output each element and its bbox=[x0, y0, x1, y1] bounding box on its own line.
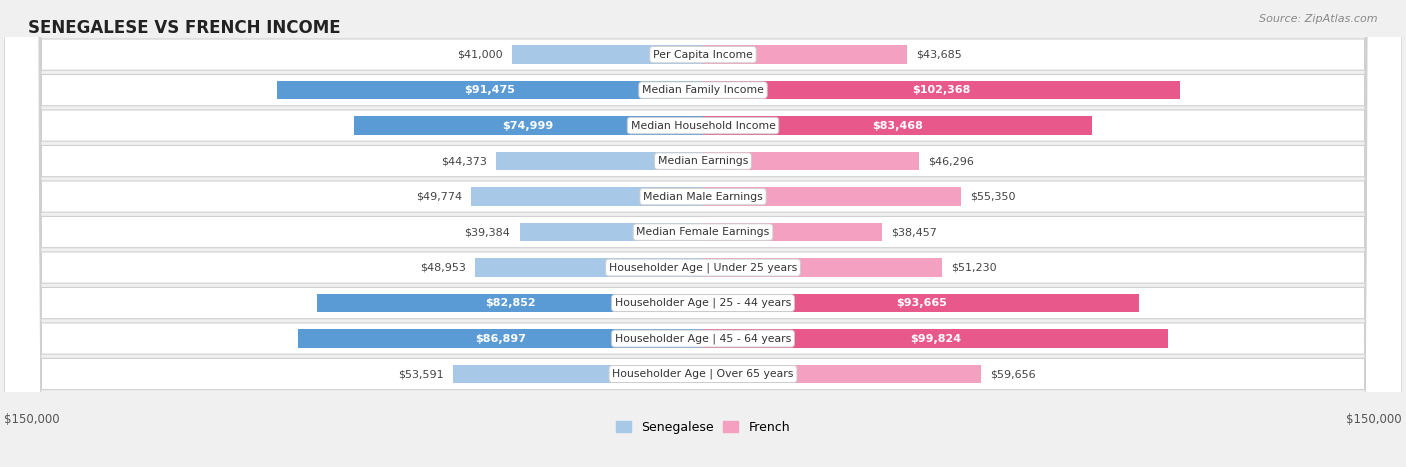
Legend: Senegalese, French: Senegalese, French bbox=[610, 416, 796, 439]
Text: Householder Age | 45 - 64 years: Householder Age | 45 - 64 years bbox=[614, 333, 792, 344]
FancyBboxPatch shape bbox=[4, 0, 1402, 467]
Bar bbox=[475, 258, 703, 277]
Text: $41,000: $41,000 bbox=[457, 50, 503, 60]
Text: Householder Age | Under 25 years: Householder Age | Under 25 years bbox=[609, 262, 797, 273]
Bar bbox=[512, 45, 703, 64]
Bar bbox=[703, 365, 981, 383]
FancyBboxPatch shape bbox=[4, 0, 1402, 467]
Text: $150,000: $150,000 bbox=[4, 413, 60, 426]
Text: $51,230: $51,230 bbox=[950, 262, 997, 273]
Bar bbox=[703, 329, 1168, 348]
Text: $150,000: $150,000 bbox=[1346, 413, 1402, 426]
Text: $102,368: $102,368 bbox=[912, 85, 970, 95]
Text: Per Capita Income: Per Capita Income bbox=[652, 50, 754, 60]
Text: $49,774: $49,774 bbox=[416, 191, 461, 202]
Text: $86,897: $86,897 bbox=[475, 333, 526, 344]
Bar bbox=[316, 294, 703, 312]
Bar bbox=[703, 258, 942, 277]
Bar bbox=[703, 81, 1180, 99]
Text: Median Earnings: Median Earnings bbox=[658, 156, 748, 166]
FancyBboxPatch shape bbox=[4, 0, 1402, 467]
Text: $53,591: $53,591 bbox=[398, 369, 444, 379]
Text: $46,296: $46,296 bbox=[928, 156, 974, 166]
Text: Householder Age | Over 65 years: Householder Age | Over 65 years bbox=[612, 369, 794, 379]
Text: Median Household Income: Median Household Income bbox=[630, 120, 776, 131]
Text: SENEGALESE VS FRENCH INCOME: SENEGALESE VS FRENCH INCOME bbox=[28, 19, 340, 37]
Bar bbox=[496, 152, 703, 170]
Bar bbox=[703, 223, 882, 241]
FancyBboxPatch shape bbox=[4, 0, 1402, 467]
Text: $74,999: $74,999 bbox=[503, 120, 554, 131]
FancyBboxPatch shape bbox=[4, 0, 1402, 467]
Text: Median Male Earnings: Median Male Earnings bbox=[643, 191, 763, 202]
FancyBboxPatch shape bbox=[4, 0, 1402, 467]
Bar bbox=[703, 187, 960, 206]
Text: $82,852: $82,852 bbox=[485, 298, 536, 308]
Text: $99,824: $99,824 bbox=[910, 333, 962, 344]
FancyBboxPatch shape bbox=[4, 0, 1402, 467]
Text: $44,373: $44,373 bbox=[441, 156, 486, 166]
Text: Median Family Income: Median Family Income bbox=[643, 85, 763, 95]
Text: $55,350: $55,350 bbox=[970, 191, 1015, 202]
Text: $83,468: $83,468 bbox=[872, 120, 922, 131]
Bar bbox=[353, 116, 703, 135]
Text: $91,475: $91,475 bbox=[464, 85, 516, 95]
Text: $48,953: $48,953 bbox=[420, 262, 465, 273]
Bar bbox=[471, 187, 703, 206]
Text: $43,685: $43,685 bbox=[915, 50, 962, 60]
Bar bbox=[703, 152, 918, 170]
Bar bbox=[519, 223, 703, 241]
Text: $93,665: $93,665 bbox=[896, 298, 946, 308]
Bar bbox=[703, 45, 907, 64]
Text: Source: ZipAtlas.com: Source: ZipAtlas.com bbox=[1260, 14, 1378, 24]
Text: $59,656: $59,656 bbox=[990, 369, 1036, 379]
FancyBboxPatch shape bbox=[4, 0, 1402, 467]
Text: $38,457: $38,457 bbox=[891, 227, 938, 237]
Text: $39,384: $39,384 bbox=[464, 227, 510, 237]
Text: Median Female Earnings: Median Female Earnings bbox=[637, 227, 769, 237]
Bar bbox=[703, 294, 1139, 312]
Bar bbox=[453, 365, 703, 383]
Text: Householder Age | 25 - 44 years: Householder Age | 25 - 44 years bbox=[614, 298, 792, 308]
Bar bbox=[298, 329, 703, 348]
FancyBboxPatch shape bbox=[4, 0, 1402, 467]
Bar bbox=[277, 81, 703, 99]
Bar bbox=[703, 116, 1092, 135]
FancyBboxPatch shape bbox=[4, 0, 1402, 467]
